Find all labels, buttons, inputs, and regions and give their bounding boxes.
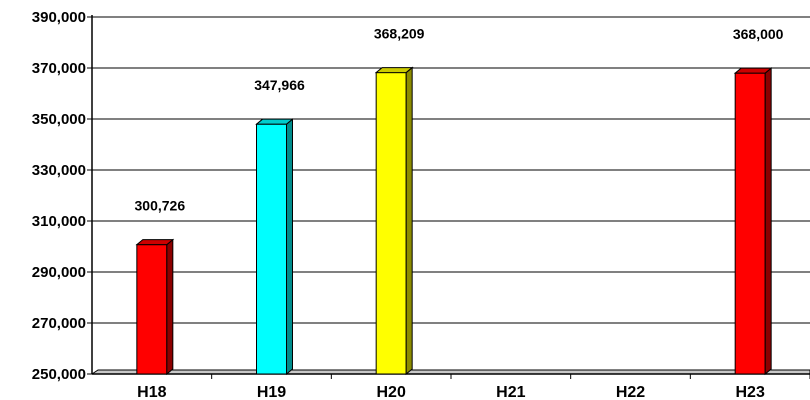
gridlines [92,16,810,324]
bar [135,238,175,376]
bar [733,67,773,376]
bar-front [375,72,407,375]
bar-top [255,118,294,125]
y-axis-tick-labels: 250,000 270,000 290,000 310,000 330,000 350,0… [32,9,86,383]
y-tick-label: 310,000 [32,213,86,230]
bar-front [734,72,766,375]
y-tick-label: 330,000 [32,162,86,179]
bar-top [135,239,175,246]
data-labels: 300,726 347,966 368,209 368,000 [135,26,784,214]
y-tick-label: 270,000 [32,315,86,332]
y-tick-label: 290,000 [32,264,86,281]
data-label: 300,726 [135,198,186,214]
y-tick-label: 250,000 [32,366,86,383]
x-tick-label: H19 [257,384,286,400]
bar [374,66,414,376]
bar-top [374,67,414,74]
bar-front [136,244,168,375]
x-tick-label: H21 [496,384,525,400]
y-tick-label: 390,000 [32,9,86,26]
x-tick-label: H23 [735,384,764,400]
bar-front [256,123,287,375]
data-label: 368,000 [733,26,784,42]
x-tick-label: H22 [616,384,645,400]
bar-side [166,238,174,376]
data-label: 368,209 [374,26,425,42]
bar-side [405,66,413,376]
bar-side [286,118,293,376]
y-tick-label: 350,000 [32,111,86,128]
data-label: 347,966 [254,77,305,93]
x-axis-tick-labels: H18 H19 H20 H21 H22 H23 [137,384,765,400]
bar-top [733,67,773,74]
x-tick-label: H20 [376,384,405,400]
bar [255,118,294,376]
y-tick-label: 370,000 [32,60,86,77]
bars [135,66,773,376]
axes [87,15,810,379]
bar-side [764,67,772,376]
x-tick-label: H18 [137,384,166,400]
